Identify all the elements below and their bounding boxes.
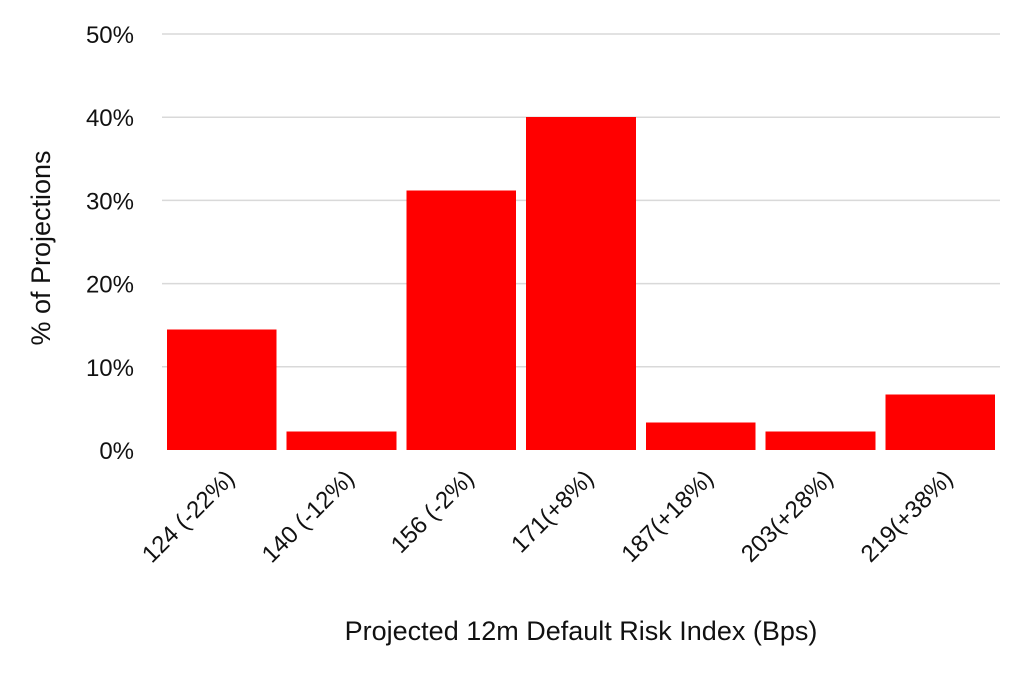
- y-tick-labels: 0% 10% 20% 30% 40% 50%: [86, 22, 134, 465]
- bar: [526, 117, 636, 450]
- y-tick-label: 50%: [86, 22, 134, 49]
- y-tick-label: 10%: [86, 355, 134, 382]
- x-tick-label: 219(+38%): [856, 465, 959, 568]
- bar: [765, 431, 876, 450]
- y-tick-label: 0%: [99, 438, 134, 465]
- x-axis-title: Projected 12m Default Risk Index (Bps): [345, 616, 818, 646]
- bar: [645, 422, 756, 450]
- y-tick-label: 30%: [86, 188, 134, 215]
- y-tick-label: 20%: [86, 272, 134, 299]
- x-tick-label: 156 (-2%): [386, 465, 480, 559]
- bars: [167, 117, 995, 450]
- x-tick-label: 171(+8%): [506, 465, 599, 558]
- bar: [885, 394, 995, 450]
- x-tick-label: 140 (-12%): [257, 465, 360, 568]
- x-tick-label: 203(+28%): [736, 465, 839, 568]
- y-tick-label: 40%: [86, 105, 134, 132]
- bar: [406, 190, 517, 450]
- y-axis-title: % of Projections: [26, 150, 56, 345]
- bar: [167, 329, 277, 450]
- x-tick-label: 124 (-22%): [137, 465, 240, 568]
- x-tick-label: 187(+18%): [616, 465, 719, 568]
- bar: [286, 431, 397, 450]
- x-tick-labels: 124 (-22%) 140 (-12%) 156 (-2%) 171(+8%) 187…: [137, 465, 958, 568]
